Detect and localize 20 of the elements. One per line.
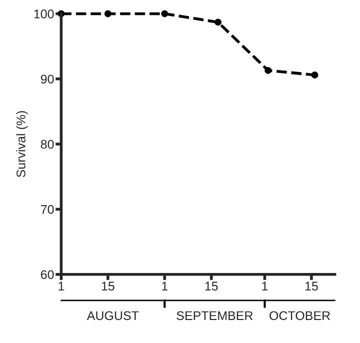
text: AUGUST bbox=[86, 311, 139, 320]
y-tick-label: 70 bbox=[40, 205, 54, 214]
text: SEPTEMBER bbox=[176, 311, 253, 320]
point bbox=[311, 72, 318, 78]
x-tick-label: 1 bbox=[262, 282, 268, 290]
y-tick-label: 90 bbox=[40, 74, 54, 84]
y-tick-label: 80 bbox=[40, 140, 54, 149]
point bbox=[161, 10, 168, 18]
x-tick-label: 1 bbox=[58, 282, 64, 290]
y-tick-label: 60 bbox=[40, 270, 54, 280]
x-tick-label: 15 bbox=[102, 282, 114, 291]
text: OCTOBER bbox=[270, 311, 330, 320]
point bbox=[264, 66, 272, 74]
point bbox=[104, 10, 112, 18]
point bbox=[214, 18, 222, 26]
y-axis-title: Survival (%) bbox=[16, 111, 28, 178]
y-tick-label: 100 bbox=[34, 10, 54, 18]
x-tick-label: 15 bbox=[205, 282, 218, 291]
x-tick-label: 15 bbox=[305, 282, 318, 291]
x-tick-label: 1 bbox=[162, 282, 168, 290]
